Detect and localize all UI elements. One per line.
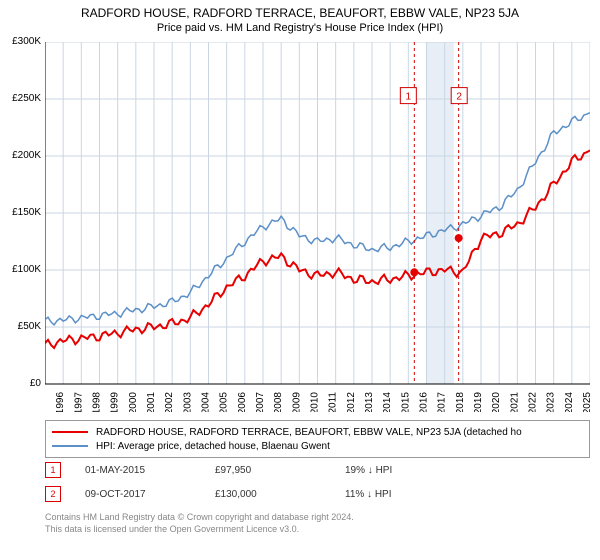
data-row: 1 01-MAY-2015 £97,950 19% ↓ HPI: [45, 460, 475, 480]
data-table: 1 01-MAY-2015 £97,950 19% ↓ HPI 2 09-OCT…: [45, 460, 475, 508]
svg-text:2012: 2012: [346, 392, 357, 412]
svg-text:2024: 2024: [564, 392, 575, 412]
plot-area: 1995 1996 1997 1998 1999 2000 2001 2002 2003 2004…: [45, 42, 590, 412]
svg-text:2021: 2021: [509, 392, 520, 412]
svg-text:2003: 2003: [182, 392, 193, 412]
svg-text:2: 2: [456, 92, 462, 103]
svg-text:2014: 2014: [382, 392, 393, 412]
svg-text:1998: 1998: [92, 392, 103, 412]
footer-line: Contains HM Land Registry data © Crown c…: [45, 512, 354, 524]
legend-row: HPI: Average price, detached house, Blae…: [52, 439, 583, 453]
footer: Contains HM Land Registry data © Crown c…: [45, 512, 354, 535]
svg-text:2002: 2002: [164, 392, 175, 412]
svg-text:2017: 2017: [437, 392, 448, 412]
chart-svg: 1995 1996 1997 1998 1999 2000 2001 2002 2003 2004…: [45, 42, 590, 412]
svg-text:2020: 2020: [491, 392, 502, 412]
svg-text:2013: 2013: [364, 392, 375, 412]
svg-text:2019: 2019: [473, 392, 484, 412]
svg-text:2005: 2005: [219, 392, 230, 412]
legend-label: HPI: Average price, detached house, Blae…: [96, 441, 330, 452]
svg-text:1999: 1999: [110, 392, 121, 412]
data-diff: 19% ↓ HPI: [345, 465, 475, 476]
svg-text:2016: 2016: [419, 392, 430, 412]
y-axis-label: £150K: [12, 207, 41, 218]
y-axis-label: £0: [30, 378, 41, 389]
marker-badge: 2: [45, 486, 61, 502]
svg-text:2009: 2009: [291, 392, 302, 412]
svg-text:2007: 2007: [255, 392, 266, 412]
svg-text:2011: 2011: [328, 392, 339, 412]
svg-text:2004: 2004: [201, 392, 212, 412]
y-axis-label: £300K: [12, 36, 41, 47]
chart-title: RADFORD HOUSE, RADFORD TERRACE, BEAUFORT…: [0, 0, 600, 20]
y-axis-label: £200K: [12, 150, 41, 161]
marker-badge: 1: [45, 462, 61, 478]
svg-text:2025: 2025: [582, 392, 590, 412]
chart-subtitle: Price paid vs. HM Land Registry's House …: [0, 20, 600, 34]
svg-text:2000: 2000: [128, 392, 139, 412]
svg-text:2006: 2006: [237, 392, 248, 412]
data-row: 2 09-OCT-2017 £130,000 11% ↓ HPI: [45, 484, 475, 504]
data-date: 09-OCT-2017: [85, 489, 215, 500]
data-price: £130,000: [215, 489, 345, 500]
data-diff: 11% ↓ HPI: [345, 489, 475, 500]
svg-text:1996: 1996: [55, 392, 66, 412]
y-axis-label: £250K: [12, 93, 41, 104]
footer-line: This data is licensed under the Open Gov…: [45, 524, 354, 536]
svg-text:2023: 2023: [546, 392, 557, 412]
svg-text:1995: 1995: [45, 392, 48, 412]
legend-label: RADFORD HOUSE, RADFORD TERRACE, BEAUFORT…: [96, 427, 522, 438]
svg-text:2018: 2018: [455, 392, 466, 412]
legend-box: RADFORD HOUSE, RADFORD TERRACE, BEAUFORT…: [45, 420, 590, 458]
svg-text:2015: 2015: [400, 392, 411, 412]
svg-text:2010: 2010: [310, 392, 321, 412]
svg-text:1: 1: [406, 92, 412, 103]
svg-text:2008: 2008: [273, 392, 284, 412]
svg-text:1997: 1997: [73, 392, 84, 412]
legend-swatch-blue: [52, 445, 88, 447]
y-axis-label: £50K: [18, 321, 41, 332]
svg-text:2022: 2022: [528, 392, 539, 412]
legend-row: RADFORD HOUSE, RADFORD TERRACE, BEAUFORT…: [52, 425, 583, 439]
data-price: £97,950: [215, 465, 345, 476]
y-axis-label: £100K: [12, 264, 41, 275]
data-date: 01-MAY-2015: [85, 465, 215, 476]
legend-swatch-red: [52, 431, 88, 433]
svg-text:2001: 2001: [146, 392, 157, 412]
